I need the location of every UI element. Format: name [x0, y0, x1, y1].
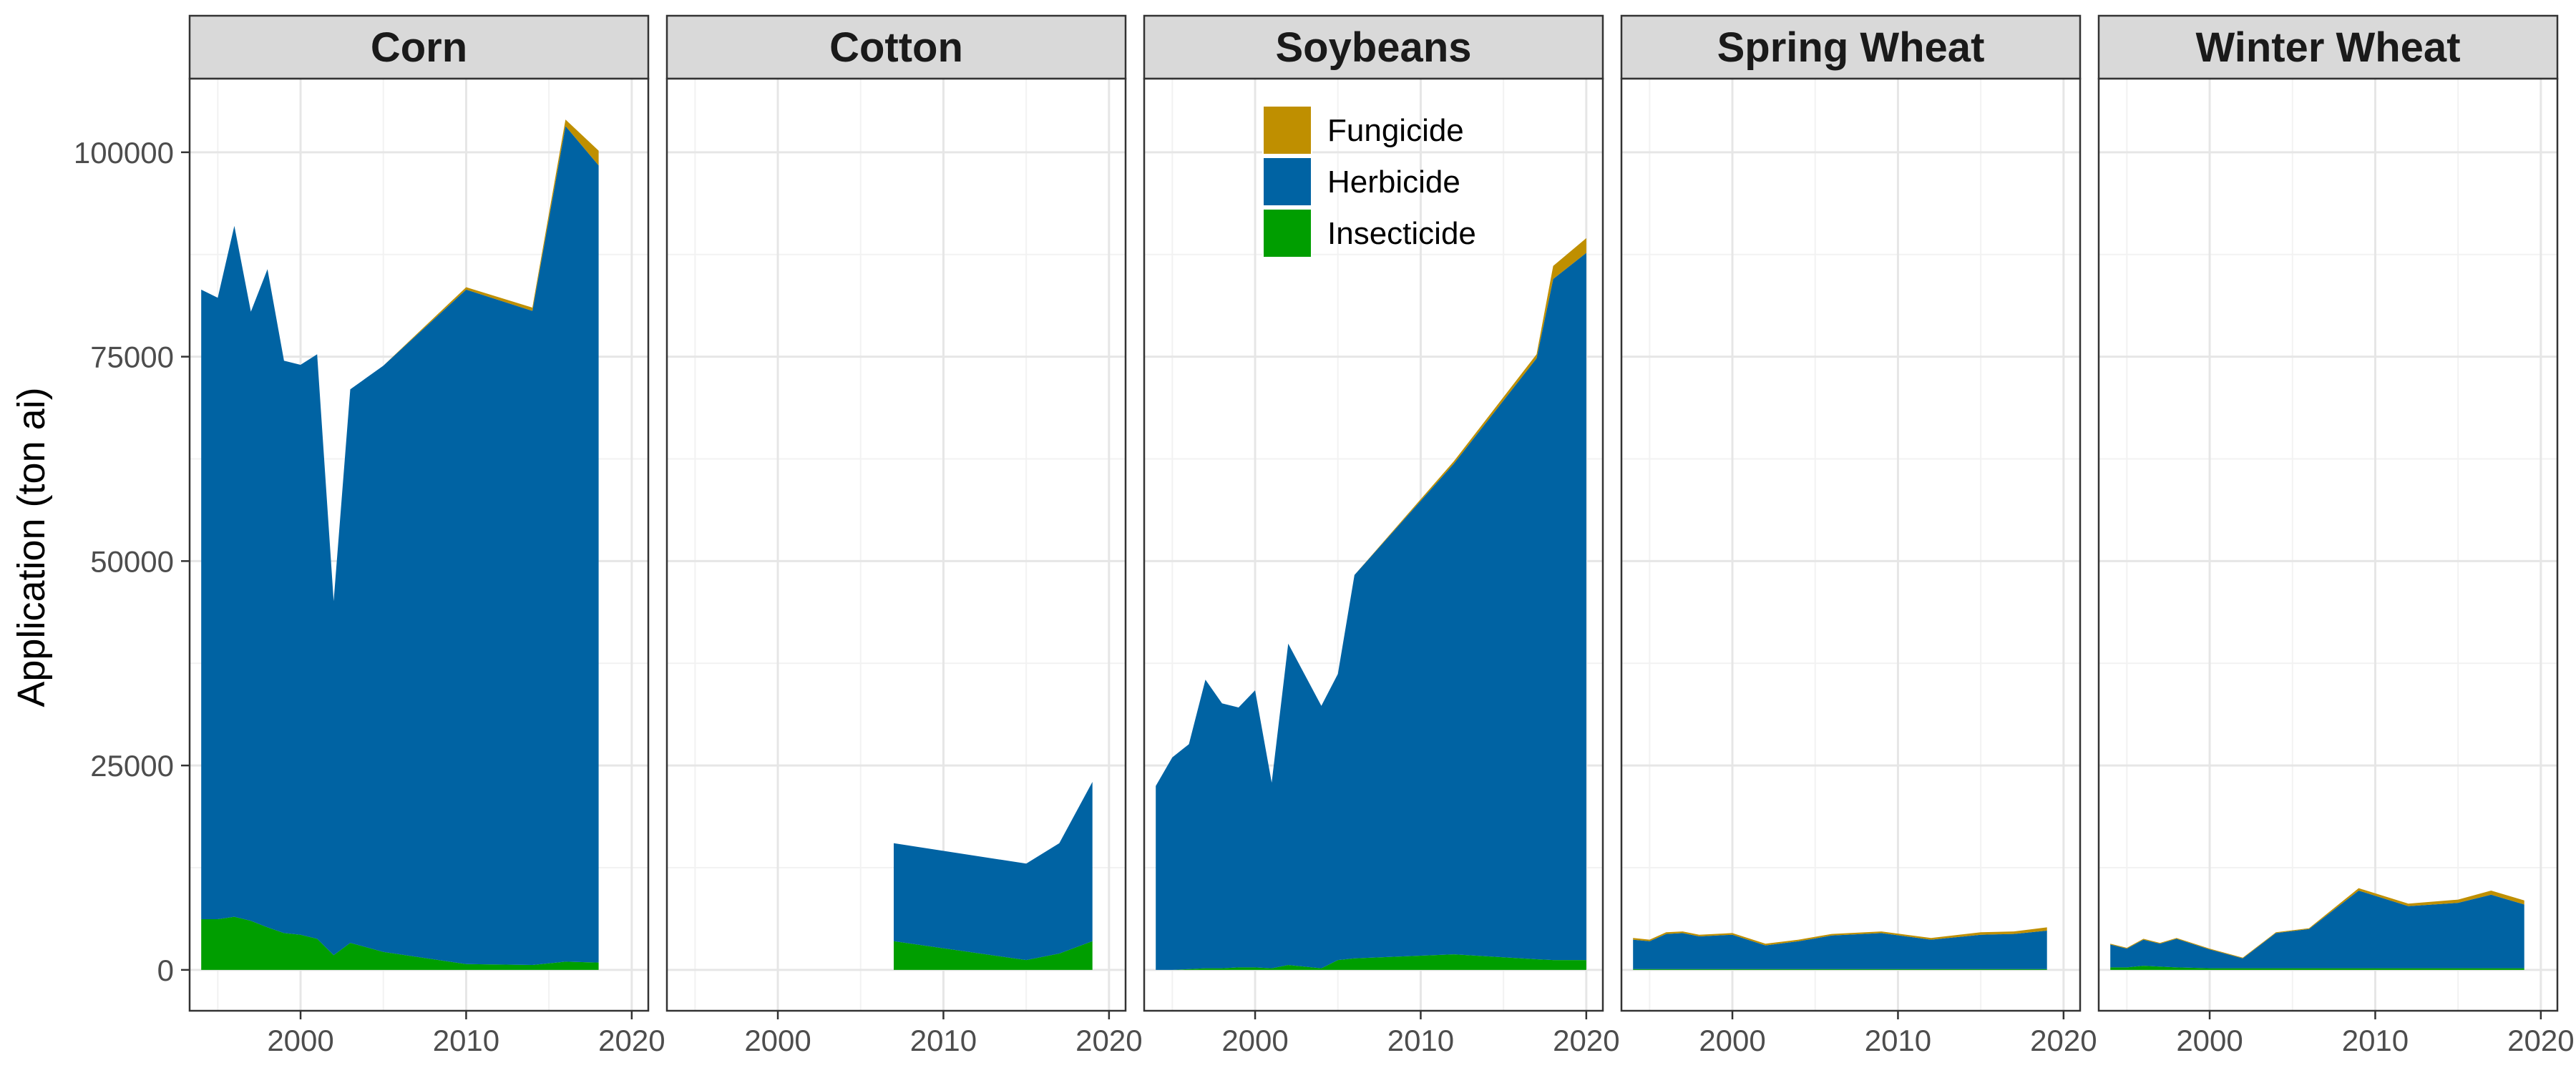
plot-background	[1621, 79, 2080, 1011]
x-tick-label: 2010	[910, 1024, 977, 1057]
y-axis: 0 25000 50000 75000 100000	[74, 136, 190, 987]
area-herbicide-soybeans	[1156, 253, 1586, 970]
facet-panel-spring-wheat: Spring Wheat 2000 2010 2020	[1620, 14, 2097, 1057]
facet-strip-label: Spring Wheat	[1717, 24, 1985, 71]
area-insecticide-winter-wheat	[2110, 966, 2524, 970]
area-insecticide-cotton	[894, 941, 1093, 970]
x-tick-label: 2010	[2342, 1024, 2409, 1057]
y-tick-label: 75000	[90, 340, 174, 374]
area-fungicide-winter-wheat	[2110, 888, 2524, 959]
x-tick-label: 2010	[1387, 1024, 1454, 1057]
facet-panel-cotton: Cotton 2000 2010 2020	[665, 14, 1143, 1057]
area-insecticide-spring-wheat	[1633, 969, 2047, 970]
facet-strip	[1620, 14, 2082, 80]
y-tick-label: 50000	[90, 544, 174, 578]
panel-border	[2097, 77, 2559, 1012]
y-tick-label: 0	[157, 954, 174, 987]
facet-strip	[2097, 14, 2559, 80]
facet-panel-winter-wheat: Winter Wheat 2000 2010 2020	[2097, 14, 2575, 1057]
facet-strip	[665, 14, 1127, 80]
area-herbicide-spring-wheat	[1633, 931, 2047, 969]
plot-background	[2099, 79, 2557, 1011]
legend-label-fungicide: Fungicide	[1327, 113, 1464, 148]
panel-border	[665, 77, 1127, 1012]
area-insecticide-corn	[201, 916, 599, 970]
facet-strip	[188, 14, 650, 80]
x-tick-label: 2000	[744, 1024, 811, 1057]
x-tick-label: 2020	[2507, 1024, 2574, 1057]
legend-label-insecticide: Insecticide	[1327, 216, 1476, 251]
legend-key-insecticide	[1262, 208, 1312, 258]
area-herbicide-winter-wheat	[2110, 891, 2524, 969]
x-tick-label: 2010	[1865, 1024, 1931, 1057]
x-tick-label: 2020	[2030, 1024, 2097, 1057]
x-tick-label: 2020	[1553, 1024, 1619, 1057]
y-axis-title: Application (ton ai)	[10, 387, 53, 707]
x-tick-label: 2000	[1221, 1024, 1288, 1057]
area-herbicide-corn	[201, 126, 599, 965]
x-tick-label: 2000	[1699, 1024, 1765, 1057]
facet-strip	[1143, 14, 1604, 80]
panel-border	[1143, 77, 1604, 1012]
legend-key-herbicide	[1262, 157, 1312, 207]
panel-border	[1620, 77, 2082, 1012]
facet-strip-label: Winter Wheat	[2195, 24, 2460, 71]
legend: Fungicide Herbicide Insecticide	[1262, 105, 1476, 258]
facet-strip-label: Soybeans	[1276, 24, 1472, 71]
area-herbicide-cotton	[894, 782, 1093, 961]
y-tick-label: 100000	[74, 136, 174, 170]
legend-key-fungicide	[1262, 105, 1312, 155]
y-tick-label: 25000	[90, 749, 174, 783]
x-tick-label: 2000	[2176, 1024, 2243, 1057]
area-insecticide-soybeans	[1156, 954, 1586, 970]
x-tick-label: 2000	[267, 1024, 333, 1057]
area-fungicide-spring-wheat	[1633, 927, 2047, 946]
facet-panel-corn: Corn 2000 2010 2020	[188, 14, 665, 1057]
facet-panel-soybeans: Soybeans 2000 2010 2020	[1143, 14, 1620, 1057]
facet-strip-label: Corn	[371, 24, 467, 71]
legend-label-herbicide: Herbicide	[1327, 165, 1460, 200]
facet-strip-label: Cotton	[829, 24, 963, 71]
x-tick-label: 2010	[433, 1024, 499, 1057]
panel-border	[188, 77, 650, 1012]
x-tick-label: 2020	[1075, 1024, 1142, 1057]
x-tick-label: 2020	[598, 1024, 665, 1057]
